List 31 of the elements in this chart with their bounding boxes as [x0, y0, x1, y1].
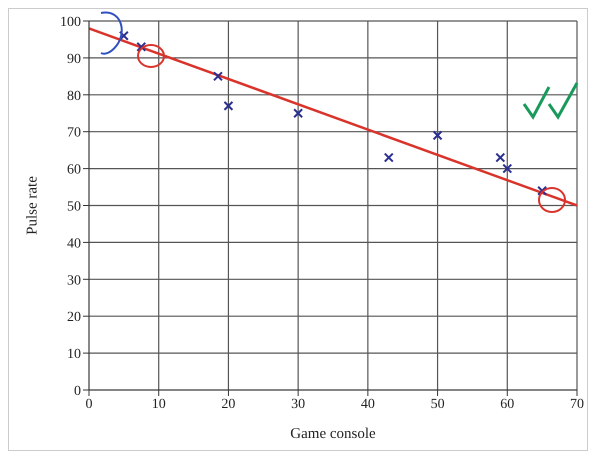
point: [537, 186, 548, 196]
y-tick-label: 30: [67, 273, 81, 288]
x-tick-label: 40: [360, 396, 375, 412]
point: [495, 152, 506, 163]
point: [136, 42, 146, 52]
x-axis-title: Game console: [290, 426, 376, 442]
y-tick-label: 100: [60, 14, 81, 30]
x-tick-label: 20: [221, 396, 236, 412]
x-tick-label: 30: [291, 396, 306, 412]
y-tick-label: 90: [67, 52, 81, 67]
point: [384, 152, 394, 163]
y-axis-title: Pulse rate: [24, 176, 40, 235]
y-tick-label: 20: [67, 310, 81, 326]
x-tick-label: 0: [86, 396, 92, 412]
y-tick-label: 70: [67, 126, 81, 141]
point: [118, 30, 129, 41]
point: [212, 71, 223, 82]
x-tick-label: 70: [570, 396, 584, 412]
y-tick-label: 80: [67, 88, 81, 104]
y-tick-label: 40: [67, 236, 81, 252]
point: [223, 100, 234, 111]
y-tick-label: 50: [67, 199, 81, 214]
y-tick-label: 0: [74, 384, 81, 399]
x-tick-label: 50: [430, 396, 445, 412]
x-tick-label: 10: [152, 396, 166, 412]
y-tick-label: 60: [67, 162, 81, 178]
point: [502, 164, 512, 174]
x-tick-label: 60: [500, 396, 514, 412]
point: [293, 108, 304, 118]
y-tick-label: 10: [67, 347, 81, 362]
point: [432, 130, 443, 140]
